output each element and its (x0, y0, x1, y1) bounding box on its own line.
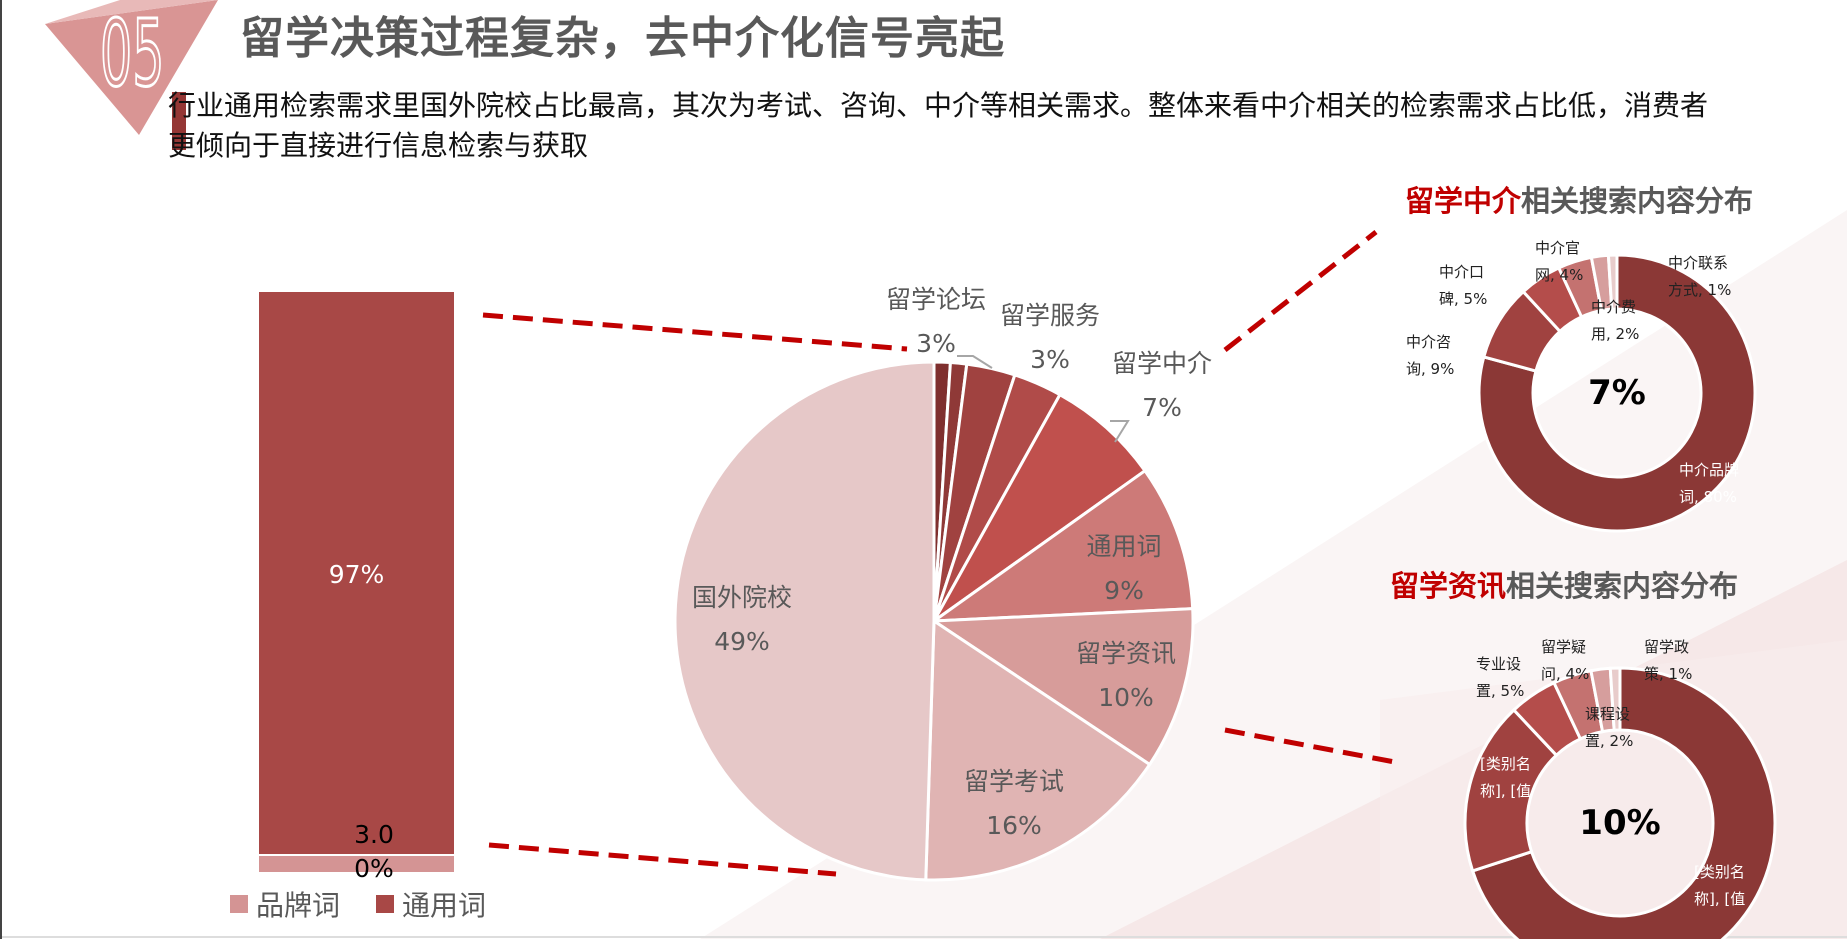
agency-donut-center: 7% (1588, 373, 1646, 413)
pie-label-name: 留学考试 (963, 767, 1065, 796)
pie-label-value: 3% (916, 329, 956, 358)
pie-label: 留学论坛 3% (886, 278, 986, 366)
leader-line (1110, 420, 1130, 443)
pie-label: 留学服务 3% (1000, 294, 1100, 382)
main-pie-slice (929, 607, 1195, 767)
info-donut-slice (1470, 666, 1777, 939)
pie-label: 国外院校 49% (692, 576, 792, 664)
title-rest: 相关搜索内容分布 (1506, 569, 1739, 603)
pie-label-value: 16% (986, 811, 1042, 840)
page-subtitle: 行业通用检索需求里国外院校占比最高，其次为考试、咨询、中介等相关需求。整体来看中… (168, 89, 1709, 162)
info-donut-title: 留学资讯相关搜索内容分布 (1390, 563, 1738, 605)
pie-label: 通用词 9% (1086, 525, 1161, 613)
bar-label-generic: 97% (328, 560, 385, 589)
pie-label: 留学资讯 10% (1076, 632, 1176, 720)
donut-label: 中介咨询, 9% (1406, 333, 1455, 378)
title-highlight: 留学资讯 (1390, 569, 1507, 603)
donut-label: [类别名称], [值 (1694, 863, 1746, 908)
pie-label-value: 3% (1030, 345, 1070, 374)
pie-label: 留学中介 7% (1112, 342, 1212, 430)
info-donut-center: 10% (1579, 803, 1661, 843)
donut-label: 中介官网, 4% (1535, 239, 1584, 284)
pie-label-name: 留学服务 (999, 301, 1101, 330)
donut-label: 中介口碑, 5% (1439, 263, 1488, 308)
section-number: 05 (99, 0, 165, 109)
main-pie-slice (928, 468, 1195, 623)
donut-label: 中介费用, 2% (1591, 298, 1640, 343)
pie-label-value: 9% (1104, 576, 1144, 605)
pie-label-value: 7% (1142, 393, 1182, 422)
dash-line-bar-top (482, 312, 908, 352)
main-pie-slice (924, 618, 1152, 882)
pie-label-name: 留学论坛 (885, 285, 987, 314)
donut-label: 留学疑问, 4% (1541, 638, 1590, 683)
page-title: 留学决策过程复杂，去中介化信号亮起 (240, 13, 1005, 64)
title-rest: 相关搜索内容分布 (1521, 184, 1754, 218)
agency-donut-title: 留学中介相关搜索内容分布 (1405, 178, 1753, 220)
pie-label-name: 留学中介 (1111, 349, 1213, 378)
title-highlight: 留学中介 (1405, 184, 1522, 218)
donut-label: 中介品牌词, 80% (1679, 461, 1740, 506)
pie-label-value: 49% (714, 627, 770, 656)
legend-label: 通用词 (402, 889, 487, 922)
leader-line (957, 355, 993, 369)
legend-item-generic: 通用词 (376, 884, 486, 924)
legend-item-brand: 品牌词 (230, 884, 340, 924)
bar-chart: 97% 3.00% (259, 292, 454, 883)
donut-label: 中介联系方式, 1% (1668, 254, 1732, 299)
donut-label: 课程设置, 2% (1585, 705, 1634, 750)
accent-bar (172, 92, 186, 150)
agency-donut-slice (1606, 253, 1619, 311)
bar-segment-generic (259, 292, 454, 854)
bar-segment-brand (259, 856, 454, 872)
info-donut-slice (1608, 666, 1622, 732)
pie-label: 留学考试 16% (964, 760, 1064, 848)
section-triangle (45, 0, 218, 135)
bar-label-brand: 3.00% (354, 820, 394, 883)
agency-donut-slice (1477, 253, 1757, 533)
donut-label: 专业设置, 5% (1476, 655, 1525, 700)
pie-label-name: 留学资讯 (1075, 639, 1177, 668)
legend-label: 品牌词 (256, 889, 341, 922)
main-pie-slice (673, 360, 936, 882)
donut-label: 留学政策, 1% (1644, 638, 1693, 683)
pie-label-name: 通用词 (1086, 532, 1162, 561)
legend-swatch (376, 895, 394, 913)
main-pie-slice (932, 392, 1148, 623)
donut-label: [类别名称], [值 (1480, 755, 1532, 800)
legend-swatch (230, 895, 248, 913)
connector-dashes (482, 230, 1401, 877)
dash-line-agency (1223, 230, 1378, 352)
pie-label-value: 10% (1098, 683, 1154, 712)
pie-label-name: 国外院校 (691, 583, 793, 612)
